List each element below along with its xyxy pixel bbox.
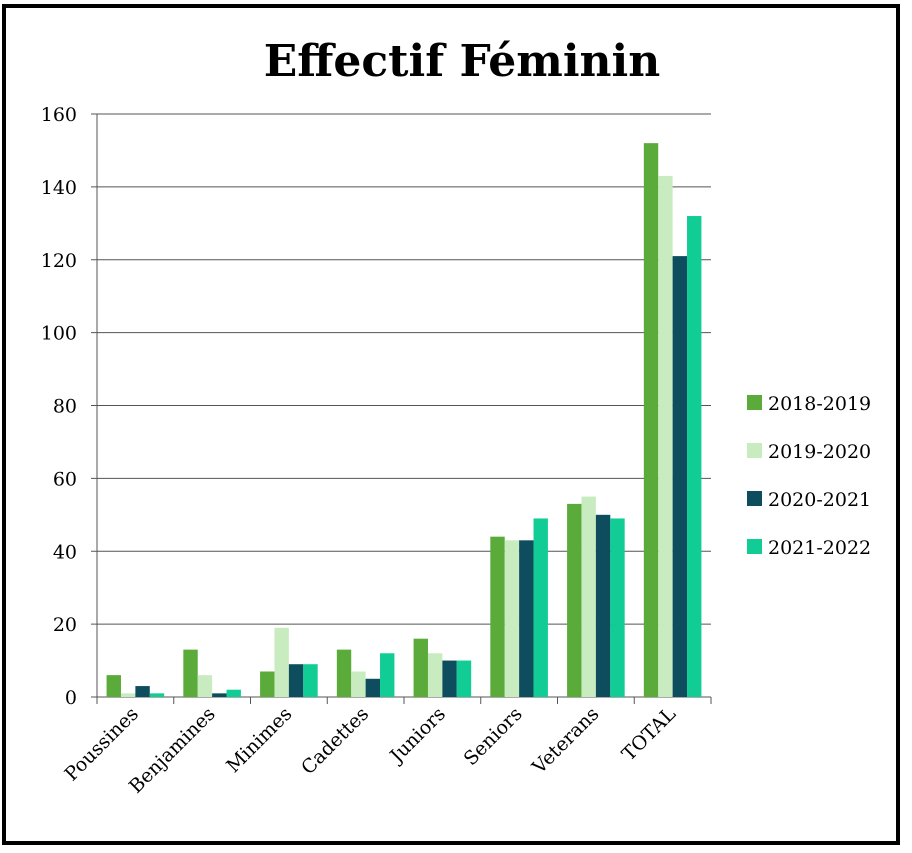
bar — [610, 518, 625, 697]
bar — [212, 693, 227, 697]
y-tick-label: 0 — [65, 687, 77, 709]
bar — [519, 540, 534, 697]
bar — [672, 256, 688, 697]
bar — [456, 660, 472, 697]
y-tick-label: 40 — [53, 541, 77, 563]
bar — [504, 540, 520, 697]
chart-title: Effectif Féminin — [264, 36, 661, 87]
bar — [687, 216, 702, 697]
bar — [365, 678, 381, 697]
bar — [595, 514, 611, 697]
legend-label: 2020-2021 — [768, 489, 871, 511]
bar — [643, 143, 659, 697]
bar — [106, 675, 121, 697]
bar — [226, 689, 241, 697]
y-tick-label: 80 — [53, 396, 77, 418]
y-tick-label: 100 — [41, 323, 77, 345]
legend-label: 2019-2020 — [768, 441, 871, 463]
legend-label: 2021-2022 — [768, 537, 871, 559]
x-tick-label: Veterans — [527, 703, 603, 779]
legend: 2018-2019 2019-2020 2020-2021 2021-2022 — [747, 393, 871, 559]
y-tick-label: 160 — [41, 104, 77, 126]
bar — [490, 536, 505, 697]
bar — [336, 649, 352, 697]
bar — [274, 627, 289, 697]
legend-label: 2018-2019 — [768, 393, 871, 415]
bar — [288, 664, 304, 697]
bar — [380, 653, 395, 697]
bar — [351, 671, 366, 697]
x-tick-label: Minimes — [222, 703, 296, 777]
legend-swatch — [747, 443, 762, 458]
x-tick-label: Cadettes — [297, 703, 373, 779]
legend-swatch — [747, 539, 762, 554]
bar — [303, 664, 318, 697]
x-tick-label: TOTAL — [618, 703, 681, 766]
y-tick-label: 140 — [41, 177, 77, 199]
bar — [427, 653, 443, 697]
bar — [183, 649, 198, 697]
bar — [120, 693, 136, 697]
y-tick-label: 20 — [53, 614, 77, 636]
bar — [149, 693, 165, 697]
bar — [442, 660, 457, 697]
x-tick-label: Juniors — [385, 703, 450, 768]
bar — [197, 675, 213, 697]
bar — [581, 496, 596, 697]
x-tick-label: Poussines — [61, 703, 143, 785]
legend-swatch — [747, 395, 762, 410]
bar — [135, 686, 150, 697]
bar — [533, 518, 548, 697]
x-tick-label: Seniors — [460, 703, 527, 770]
bar — [260, 671, 275, 697]
bar — [567, 503, 582, 697]
bar — [413, 638, 428, 697]
chart-frame — [2, 4, 900, 845]
y-tick-label: 60 — [53, 468, 77, 490]
bars — [106, 143, 702, 698]
legend-swatch — [747, 491, 762, 506]
y-tick-label: 120 — [41, 250, 77, 272]
y-tick-labels: 0 20 40 60 80 100 120 140 160 — [41, 104, 77, 709]
bar — [658, 175, 673, 698]
